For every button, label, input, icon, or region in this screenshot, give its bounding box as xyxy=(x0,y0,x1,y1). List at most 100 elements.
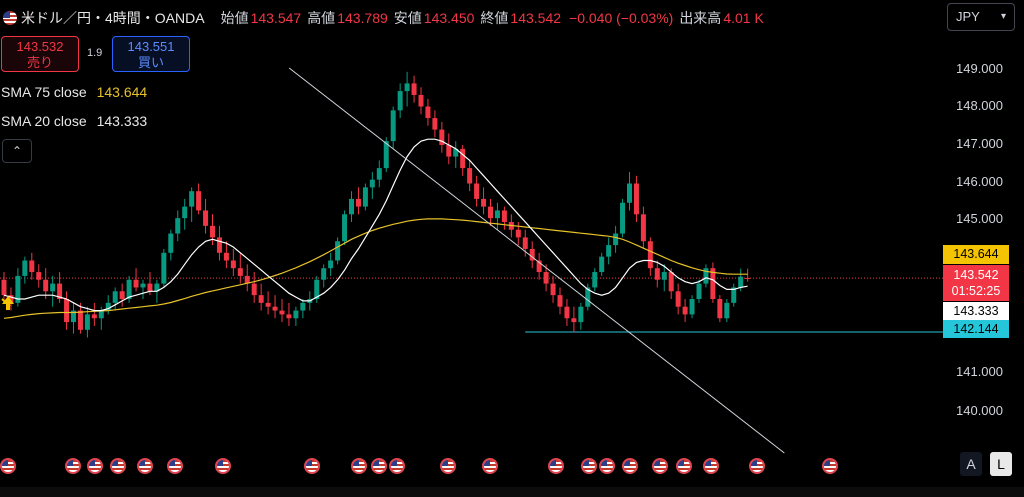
candle-body xyxy=(550,283,556,296)
candle-body xyxy=(355,198,361,207)
candle-body xyxy=(84,314,90,330)
trendline xyxy=(288,67,785,454)
sell-price: 143.532 xyxy=(16,39,64,54)
us-flag-event-icon[interactable] xyxy=(87,458,103,474)
candle-body xyxy=(105,302,111,311)
us-flag-event-icon[interactable] xyxy=(110,458,126,474)
price-chart[interactable] xyxy=(0,0,945,470)
us-flag-event-icon[interactable] xyxy=(167,458,183,474)
high-value: 143.789 xyxy=(337,10,388,26)
currency-label: JPY xyxy=(956,9,980,24)
volume-label: 出来高 xyxy=(679,10,722,26)
us-flag-event-icon[interactable] xyxy=(137,458,153,474)
bar-countdown: 01:52:25 xyxy=(951,284,1001,298)
auto-scale-button[interactable]: A xyxy=(960,452,982,476)
sma75-price-tag: 143.644 xyxy=(943,245,1009,264)
candle-body xyxy=(293,310,299,319)
candle-body xyxy=(474,183,480,199)
candle-body xyxy=(613,233,619,246)
candle-body xyxy=(265,302,271,307)
candle-body xyxy=(15,275,21,303)
candle-body xyxy=(300,302,306,311)
candle-body xyxy=(258,295,264,303)
candle-body xyxy=(522,237,528,249)
candle-body xyxy=(50,283,56,292)
candle-body xyxy=(661,272,667,280)
candle-body xyxy=(230,260,236,269)
us-flag-event-icon[interactable] xyxy=(581,458,597,474)
us-flag-event-icon[interactable] xyxy=(304,458,320,474)
candle-body xyxy=(223,252,229,261)
sma75-line xyxy=(3,218,748,319)
us-flag-event-icon[interactable] xyxy=(440,458,456,474)
candle-body xyxy=(620,202,626,234)
close-value: 143.542 xyxy=(510,10,562,26)
candle-body xyxy=(453,148,459,157)
candle-body xyxy=(147,283,153,292)
candle-body xyxy=(251,283,257,296)
us-flag-event-icon[interactable] xyxy=(652,458,668,474)
candle-body xyxy=(237,268,243,276)
us-flag-event-icon[interactable] xyxy=(351,458,367,474)
candle-body xyxy=(446,145,452,157)
us-flag-event-icon[interactable] xyxy=(749,458,765,474)
signal-arrow-icon xyxy=(2,296,14,310)
us-flag-event-icon[interactable] xyxy=(482,458,498,474)
collapse-legend-button[interactable]: ⌃ xyxy=(2,139,32,163)
candle-body xyxy=(161,252,167,284)
us-flag-event-icon[interactable] xyxy=(389,458,405,474)
high-label: 高値 xyxy=(307,10,336,26)
currency-select[interactable]: JPY ▾ xyxy=(947,3,1015,31)
candle-body xyxy=(488,206,493,219)
sma75-legend[interactable]: SMA 75 close 143.644 xyxy=(1,84,147,100)
us-flag-event-icon[interactable] xyxy=(676,458,692,474)
support-price-tag: 142.144 xyxy=(943,320,1009,338)
low-value: 143.450 xyxy=(423,10,475,26)
candle-body xyxy=(640,214,646,242)
us-flag-event-icon[interactable] xyxy=(215,458,231,474)
candle-body xyxy=(564,306,570,319)
candle-body xyxy=(362,187,368,207)
sell-button[interactable]: 143.532 売り xyxy=(1,36,79,72)
y-tick: 146.000 xyxy=(956,174,1003,189)
candle-body xyxy=(321,268,327,280)
log-scale-button[interactable]: L xyxy=(990,452,1012,476)
candle-body xyxy=(571,318,577,323)
buy-button[interactable]: 143.551 買い xyxy=(112,36,190,72)
us-flag-event-icon[interactable] xyxy=(548,458,564,474)
candle-body xyxy=(745,277,751,279)
candle-body xyxy=(342,214,348,242)
us-flag-event-icon[interactable] xyxy=(65,458,81,474)
candle-body xyxy=(57,283,63,299)
candle-body xyxy=(189,191,195,207)
us-flag-event-icon[interactable] xyxy=(0,458,16,474)
candle-body xyxy=(64,299,70,323)
bottom-toolbar xyxy=(0,487,1024,497)
low-label: 安値 xyxy=(393,10,422,26)
candle-body xyxy=(369,179,375,188)
candle-body xyxy=(460,148,466,169)
candle-body xyxy=(140,283,146,288)
change-value: −0.040 (−0.03%) xyxy=(569,10,674,26)
us-flag-event-icon[interactable] xyxy=(703,458,719,474)
us-flag-event-icon[interactable] xyxy=(622,458,638,474)
candle-body xyxy=(22,260,28,276)
volume-value: 4.01 K xyxy=(723,10,764,26)
candle-body xyxy=(543,272,549,284)
candle-body xyxy=(203,210,209,226)
candle-body xyxy=(335,241,341,261)
candle-body xyxy=(606,245,612,257)
us-flag-event-icon[interactable] xyxy=(599,458,615,474)
buy-price: 143.551 xyxy=(127,39,175,54)
us-flag-event-icon[interactable] xyxy=(822,458,838,474)
candle-body xyxy=(418,94,424,107)
candle-body xyxy=(501,210,507,222)
candle-body xyxy=(557,295,563,307)
sma20-legend[interactable]: SMA 20 close 143.333 xyxy=(1,113,147,129)
spread-value: 1.9 xyxy=(87,47,103,59)
candle-body xyxy=(196,191,202,211)
us-flag-event-icon[interactable] xyxy=(371,458,387,474)
candle-body xyxy=(627,183,632,203)
candle-body xyxy=(481,198,487,207)
symbol-title[interactable]: 米ドル／円・4時間・OANDA xyxy=(21,10,205,26)
